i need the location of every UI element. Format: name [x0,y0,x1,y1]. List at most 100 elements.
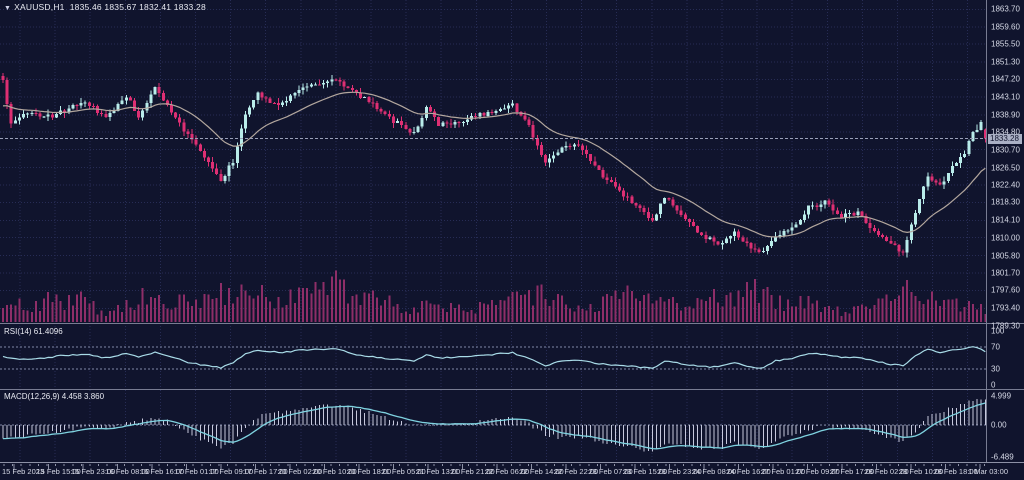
candle [170,100,173,115]
volume-bar [178,294,181,322]
candle [946,173,950,183]
volume-bar [92,300,95,322]
volume-bar [713,289,715,322]
volume-bar [474,313,477,322]
volume-bar [433,304,436,322]
candle [597,164,601,171]
candle [461,121,465,127]
candle [453,120,457,128]
candle [572,143,576,150]
volume-bar [610,296,613,322]
volume-bar [721,306,724,322]
price-axis-label: 1851.30 [991,57,1020,67]
candle [83,100,87,107]
candle [313,82,317,86]
volume-bar [869,308,872,322]
macd-pane[interactable] [0,390,986,462]
volume-bar [39,311,41,322]
volume-bar [791,306,794,322]
candle [613,177,617,189]
candle [231,158,235,170]
volume-bar [708,297,711,322]
candle [724,236,728,244]
volume-bar [117,304,120,322]
candle [404,121,408,130]
candle [342,79,346,91]
rsi-line [2,346,986,369]
time-axis-label: 16 Feb 16:00 [140,467,185,476]
candle [256,91,260,104]
candle [207,156,210,167]
volume-bar [893,298,896,322]
price-axis-label: 1797.60 [991,285,1020,295]
candle [609,176,613,183]
volume-bar [548,305,551,322]
price-axis[interactable]: 1833.28 1863.70 1859.60 1855.50 1851.30 1847… [987,0,1024,462]
volume-bar [339,279,341,322]
candle [13,116,17,124]
volume-bar [174,307,177,322]
price-axis-label: 1810.00 [991,233,1020,243]
candle [223,174,227,184]
candle [868,218,872,233]
candle [757,247,761,254]
volume-bar [589,304,592,322]
candle [91,103,95,110]
price-pane[interactable] [0,0,986,324]
time-axis-label: 1 Mar 03:00 [968,467,1009,476]
candle [807,205,811,219]
volume-bar [491,299,494,322]
volume-bar [532,305,535,322]
pane-separator[interactable] [0,323,1024,324]
volume-bar [158,294,161,322]
candle [601,167,605,180]
volume-bar [43,298,46,322]
time-axis-label: 27 Feb 09:00 [795,467,840,476]
volume-bar [787,299,789,322]
volume-bar [906,280,909,322]
candle [745,237,749,247]
rsi-pane[interactable] [0,326,986,388]
volume-bar [984,314,986,322]
pane-separator[interactable] [0,389,1024,390]
candle [560,146,564,154]
candle [104,110,108,119]
price-axis-label: 1847.20 [991,74,1020,84]
price-axis-line [986,0,987,462]
volume-bar [918,300,921,322]
volume-bar [170,309,173,322]
volume-bar [240,284,243,322]
volume-bar [598,311,600,322]
volume-bar [799,296,802,322]
candle [507,103,510,113]
rsi-axis-label: 0 [991,380,996,390]
time-axis-label: 24 Feb 08:00 [692,467,737,476]
candle [901,249,905,256]
candle [712,235,716,246]
time-axis[interactable]: 15 Feb 2023 15 Feb 15:00 15 Feb 23:00 16 Fe… [0,464,1024,480]
volume-bar [384,300,387,322]
candle [815,203,819,211]
candle [79,98,83,109]
candle [367,96,371,104]
candle [437,116,441,126]
candle [281,100,284,107]
volume-bar [700,299,703,322]
volume-bar [963,306,966,322]
candle [720,240,724,250]
volume-bar [840,315,843,322]
candle [457,121,461,128]
price-axis-label: 1826.50 [991,163,1020,173]
volume-bar [182,294,185,322]
candle [642,205,646,216]
volume-bar [380,305,383,322]
volume-bar [614,290,617,322]
volume-bar [704,301,707,322]
volume-bar [659,296,662,322]
volume-bar [503,300,506,322]
time-axis-label: 17 Feb 09:00 [209,467,254,476]
time-axis-label: 22 Feb 06:00 [485,467,530,476]
candle [864,213,868,224]
candle [663,197,667,204]
